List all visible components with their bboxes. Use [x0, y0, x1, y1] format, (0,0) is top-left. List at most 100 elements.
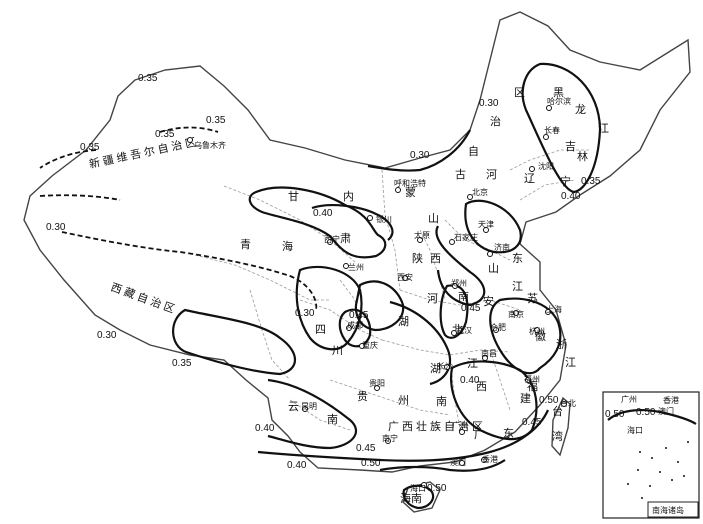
isoline-value-label: 0.45: [461, 303, 481, 314]
city-dot: [546, 105, 552, 111]
region-label: 河: [427, 292, 438, 305]
region-label: 福: [527, 379, 538, 393]
city-dot: [451, 330, 457, 336]
region-label: 北: [452, 323, 463, 336]
isoline-value-label: 0.40: [460, 375, 480, 386]
dashed-isolines: [39, 126, 318, 311]
city-dot: [561, 401, 567, 407]
city-label: 呼和浩特: [394, 178, 426, 188]
city-dot: [483, 227, 489, 233]
region-label: 海南: [400, 491, 422, 505]
city-label: 石家庄: [454, 232, 478, 242]
city-label: 台北: [560, 398, 576, 408]
region-label: 西: [476, 380, 487, 393]
region-label: 陕: [412, 251, 423, 265]
isoline-value-label: 0.30: [410, 150, 430, 161]
inset-title-box: [647, 501, 699, 518]
region-label: 内: [343, 189, 354, 203]
city-marker: 台北: [560, 398, 576, 408]
region-label: 湖: [430, 362, 441, 375]
region-label: 江: [598, 122, 609, 135]
city-dot: [493, 327, 499, 333]
isoline-value-label: 0.45: [522, 417, 542, 428]
city-marker: 哈尔滨: [546, 96, 571, 111]
city-marker: 澳门: [450, 457, 466, 467]
national-border: [23, 11, 691, 473]
region-label: 苏: [527, 292, 538, 305]
inset-label: 0.50: [605, 409, 625, 420]
region-label: 南: [458, 290, 469, 303]
city-marker: 重庆: [359, 340, 378, 350]
city-dot: [421, 482, 427, 488]
city-label: 上海: [546, 304, 562, 314]
city-marker: 兰州: [343, 262, 364, 272]
city-marker: 西安: [397, 272, 413, 282]
isolines: [172, 62, 602, 510]
city-label: 太原: [414, 230, 430, 240]
city-marker: 贵阳: [369, 378, 385, 391]
city-marker: 昆明: [301, 402, 317, 412]
isoline-value-label: 0.30: [46, 222, 66, 233]
provincial-borders: [194, 149, 590, 431]
region-label: 川: [332, 344, 343, 357]
city-dot: [534, 327, 540, 333]
taiwan-border: [551, 396, 571, 457]
city-label: 北京: [472, 187, 488, 197]
isoline-value-label: 0.30: [479, 98, 499, 109]
region-label: 江: [565, 356, 576, 369]
region-label: 肃: [340, 232, 351, 245]
region-label: 宁: [560, 174, 571, 188]
region-label: 治: [490, 114, 501, 128]
inset-label: 澳门: [658, 406, 674, 416]
region-label: 林: [577, 149, 588, 163]
city-marker: 太原: [414, 230, 430, 243]
city-label: 长沙: [437, 361, 453, 371]
city-marker: 南宁: [382, 433, 398, 444]
city-dot: [459, 460, 465, 466]
city-label: 香港: [482, 454, 498, 464]
city-label: 南宁: [382, 433, 398, 443]
region-label: 江: [512, 280, 523, 293]
city-marker: 福州: [524, 375, 540, 384]
city-label: 合肥: [490, 322, 506, 332]
region-label: 甘: [288, 190, 299, 203]
region-label: 东: [512, 252, 523, 265]
city-marker: 成都: [346, 320, 363, 331]
city-label: 银川: [376, 214, 392, 224]
isoline-value-label: 0.35: [155, 129, 175, 140]
city-label: 武汉: [456, 325, 472, 335]
isoline-value-label: 0.50: [361, 458, 381, 469]
city-dot: [417, 237, 423, 243]
city-dot: [302, 406, 308, 412]
city-marker: 石家庄: [449, 232, 478, 245]
city-marker: 杭州: [529, 326, 545, 336]
city-label: 昆明: [301, 402, 317, 411]
isoline-value-label: 0.35: [581, 176, 601, 187]
city-dot: [367, 215, 373, 221]
city-marker: 武汉: [451, 325, 472, 336]
region-label: 新疆维吾尔自治区: [88, 134, 200, 171]
region-label: 江: [467, 357, 478, 370]
isoline-value-label: 0.50: [427, 483, 447, 494]
city-marker: 郑州: [451, 278, 467, 289]
city-label: 兰州: [348, 262, 364, 272]
region-label: 广西壮族自治区: [388, 419, 486, 433]
city-label: 成都: [347, 320, 363, 330]
region-label: 山: [488, 262, 499, 275]
city-marker: 南昌: [481, 348, 497, 361]
city-dot: [482, 355, 488, 361]
city-marker: 乌鲁木齐: [187, 137, 226, 150]
city-label: 海口: [410, 483, 426, 493]
city-dot: [467, 194, 473, 200]
region-label: 区: [514, 86, 525, 99]
city-label: 重庆: [362, 340, 378, 350]
city-dot: [481, 457, 487, 463]
city-label: 乌鲁木齐: [194, 140, 226, 150]
city-marker: 合肥: [490, 322, 506, 333]
city-marker: 香港: [481, 454, 498, 464]
inset-south-china-sea: [602, 391, 700, 519]
region-label: 青: [240, 238, 251, 251]
region-label: 山: [428, 212, 439, 225]
city-label: 沈阳: [538, 161, 554, 171]
